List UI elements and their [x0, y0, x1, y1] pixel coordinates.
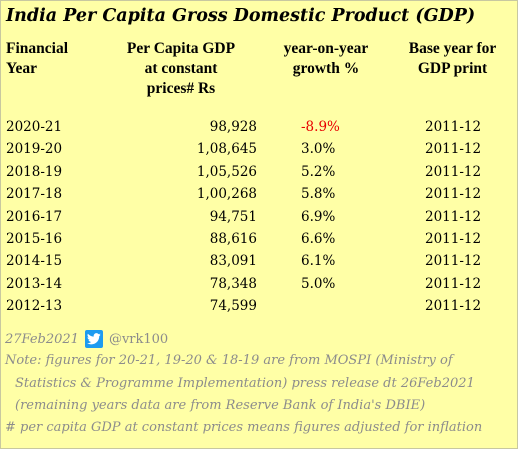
table-row: 2017-18 1,00,268 5.8% 2011-12 — [1, 184, 518, 206]
footer-note-line: # per capita GDP at constant prices mean… — [5, 420, 483, 435]
cell-gdp: 1,05,526 — [196, 163, 257, 180]
footer-date: 27Feb2021 — [5, 331, 79, 347]
cell-growth: 5.2% — [301, 163, 336, 180]
cell-year: 2018-19 — [6, 163, 63, 180]
table-row: 2018-19 1,05,526 5.2% 2011-12 — [1, 162, 518, 184]
table-row: 2020-21 98,928 -8.9% 2011-12 — [1, 117, 518, 139]
cell-base-year: 2011-12 — [425, 163, 482, 180]
cell-base-year: 2011-12 — [425, 186, 482, 203]
twitter-handle[interactable]: @vrk100 — [108, 331, 169, 347]
cell-growth: 3.0% — [301, 141, 336, 158]
cell-year: 2014-15 — [6, 253, 63, 270]
table-row: 2014-15 83,091 6.1% 2011-12 — [1, 251, 518, 273]
cell-growth: 6.9% — [301, 208, 336, 225]
cell-year: 2012-13 — [6, 298, 63, 315]
footer-credit: 27Feb2021 @vrk100 — [5, 330, 168, 348]
header-financial-year: Financial Year — [6, 40, 69, 77]
table-row: 2015-16 88,616 6.6% 2011-12 — [1, 229, 518, 251]
cell-gdp: 88,616 — [209, 230, 257, 247]
cell-gdp: 74,599 — [209, 298, 257, 315]
cell-growth: 5.8% — [301, 186, 336, 203]
cell-growth: -8.9% — [301, 119, 340, 135]
header-yoy-growth: year-on-year growth % — [283, 40, 369, 77]
gdp-table-body: 2020-21 98,928 -8.9% 2011-12 2019-20 1,0… — [1, 117, 518, 319]
cell-gdp: 1,08,645 — [196, 141, 257, 158]
cell-base-year: 2011-12 — [425, 253, 482, 270]
cell-year: 2019-20 — [6, 141, 63, 158]
cell-gdp: 78,348 — [209, 275, 257, 292]
cell-year: 2015-16 — [6, 230, 63, 247]
table-row: 2012-13 74,599 2011-12 — [1, 296, 518, 318]
twitter-icon[interactable] — [84, 330, 103, 348]
footer-note-line: Note: figures for 20-21, 19-20 & 18-19 a… — [5, 353, 453, 368]
twitter-bird-glyph — [86, 333, 101, 345]
page-title: India Per Capita Gross Domestic Product … — [6, 6, 476, 26]
table-row: 2013-14 78,348 5.0% 2011-12 — [1, 274, 518, 296]
cell-year: 2020-21 — [6, 119, 63, 135]
cell-base-year: 2011-12 — [425, 298, 482, 315]
header-per-capita-gdp: Per Capita GDP at constant prices# Rs — [126, 40, 236, 97]
footer-note-line: (remaining years data are from Reserve B… — [15, 398, 426, 413]
table-row: 2016-17 94,751 6.9% 2011-12 — [1, 207, 518, 229]
table-row: 2019-20 1,08,645 3.0% 2011-12 — [1, 139, 518, 161]
cell-base-year: 2011-12 — [425, 208, 482, 225]
cell-base-year: 2011-12 — [425, 230, 482, 247]
footer-note-line: Statistics & Programme Implementation) p… — [15, 376, 475, 391]
cell-gdp: 98,928 — [209, 119, 257, 135]
cell-gdp: 83,091 — [209, 253, 257, 270]
header-base-year: Base year for GDP print — [408, 40, 497, 77]
cell-base-year: 2011-12 — [425, 141, 482, 158]
cell-gdp: 94,751 — [209, 208, 257, 225]
cell-growth: 6.1% — [301, 253, 336, 270]
cell-growth: 5.0% — [301, 275, 336, 292]
cell-year: 2017-18 — [6, 186, 63, 203]
cell-base-year: 2011-12 — [425, 275, 482, 292]
cell-year: 2013-14 — [6, 275, 63, 292]
cell-growth: 6.6% — [301, 230, 336, 247]
cell-year: 2016-17 — [6, 208, 63, 225]
cell-base-year: 2011-12 — [425, 119, 482, 135]
cell-gdp: 1,00,268 — [196, 186, 257, 203]
